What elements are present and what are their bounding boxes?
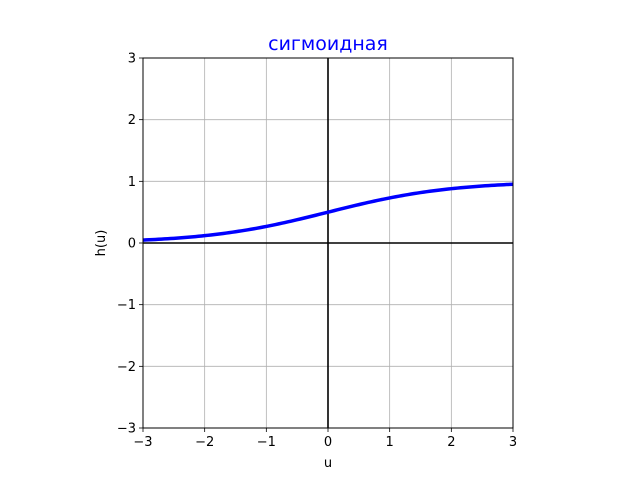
y-tick-label: −1 xyxy=(117,298,136,313)
y-tick-label: −2 xyxy=(117,360,136,375)
x-tick-label: 3 xyxy=(509,435,517,450)
series-layer xyxy=(142,182,514,242)
x-tick-label: 0 xyxy=(324,435,332,450)
y-tick-label: 1 xyxy=(128,175,136,190)
chart-title: сигмоидная xyxy=(268,33,388,55)
x-tick-label: 1 xyxy=(386,435,394,450)
y-tick-label: 0 xyxy=(128,237,136,252)
x-tick-label: −2 xyxy=(195,435,214,450)
sigmoid-series-line xyxy=(142,182,514,242)
reference-lines xyxy=(143,58,513,428)
y-tick-label: −3 xyxy=(117,422,136,437)
x-tick-label: −1 xyxy=(257,435,276,450)
x-tick-label: −3 xyxy=(133,435,152,450)
x-axis-label: u xyxy=(324,456,332,471)
y-tick-label: 3 xyxy=(128,52,136,67)
y-tick-label: 2 xyxy=(128,113,136,128)
tick-layer: −3 −2 −1 0 1 2 3 −3 −2 −1 0 1 2 3 xyxy=(117,52,517,451)
x-tick-label: 2 xyxy=(447,435,455,450)
y-axis-label: h(u) xyxy=(94,230,109,257)
